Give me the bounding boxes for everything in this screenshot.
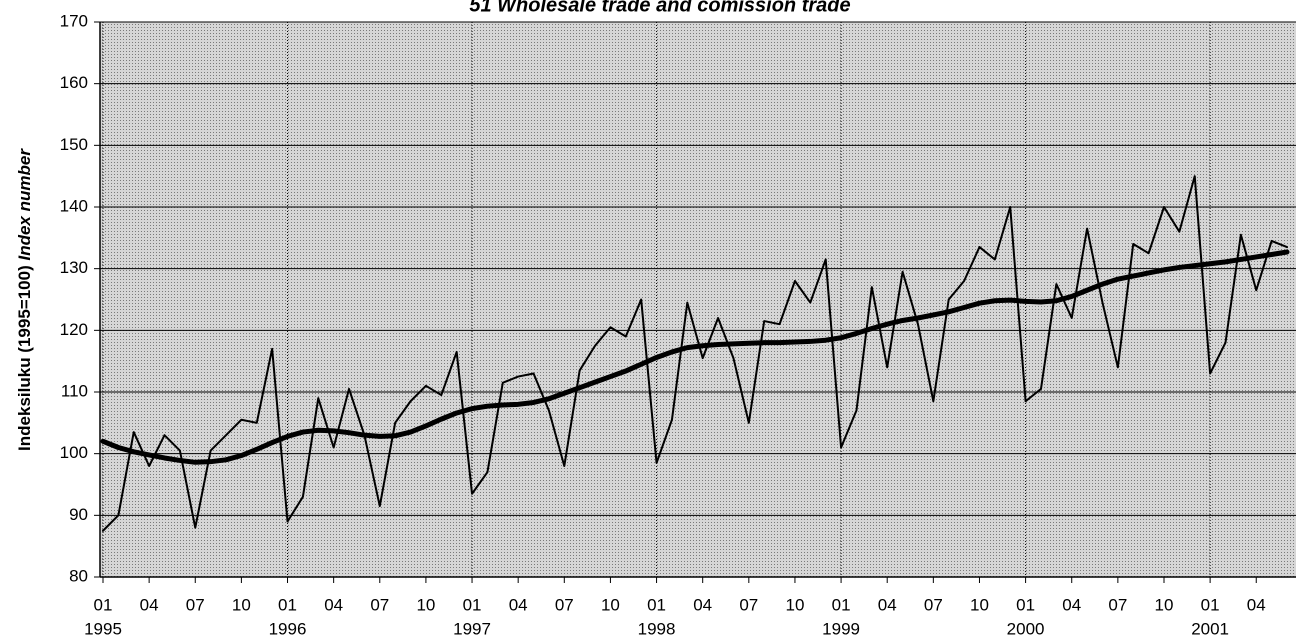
year-label: 2000 [1007, 619, 1045, 638]
y-tick-label: 90 [69, 505, 88, 524]
y-label-en: Index number [15, 148, 34, 261]
x-tick-label: 04 [324, 595, 343, 614]
plot-background [100, 22, 1296, 577]
year-label: 1996 [269, 619, 307, 638]
x-tick-label: 10 [416, 595, 435, 614]
y-tick-label: 130 [60, 258, 88, 277]
x-tick-label: 01 [463, 595, 482, 614]
year-label: 1999 [822, 619, 860, 638]
y-label: Indeksiluku (1995=100) [15, 265, 34, 451]
x-tick-label: 10 [970, 595, 989, 614]
y-tick-label: 150 [60, 135, 88, 154]
year-label: 1995 [84, 619, 122, 638]
chart-title: 51 Wholesale trade and comission trade [469, 0, 850, 16]
x-tick-label: 07 [739, 595, 758, 614]
year-label: 2001 [1191, 619, 1229, 638]
x-tick-label: 01 [832, 595, 851, 614]
x-tick-label: 04 [1247, 595, 1266, 614]
year-label: 1998 [638, 619, 676, 638]
x-tick-label: 07 [186, 595, 205, 614]
y-axis-label: Indeksiluku (1995=100) Index number [15, 148, 34, 451]
x-tick-label: 07 [370, 595, 389, 614]
x-tick-label: 07 [555, 595, 574, 614]
y-tick-label: 170 [60, 11, 88, 30]
x-tick-label: 04 [140, 595, 159, 614]
data-line [100, 249, 1290, 465]
x-tick-label: 01 [94, 595, 113, 614]
x-tick-label: 10 [1155, 595, 1174, 614]
x-tick-label: 01 [1201, 595, 1220, 614]
x-tick-label: 10 [785, 595, 804, 614]
y-tick-label: 120 [60, 320, 88, 339]
data-line [102, 175, 1288, 532]
x-tick-label: 01 [647, 595, 666, 614]
year-label: 1997 [453, 619, 491, 638]
y-tick-label: 100 [60, 443, 88, 462]
x-tick-label: 10 [232, 595, 251, 614]
x-tick-label: 01 [278, 595, 297, 614]
x-tick-label: 10 [601, 595, 620, 614]
x-tick-label: 04 [509, 595, 528, 614]
x-tick-label: 04 [1062, 595, 1081, 614]
x-tick-label: 04 [693, 595, 712, 614]
y-tick-label: 110 [61, 381, 88, 400]
x-tick-label: 04 [878, 595, 897, 614]
y-tick-label: 140 [60, 196, 88, 215]
y-tick-label: 80 [69, 566, 88, 585]
x-tick-label: 07 [1108, 595, 1127, 614]
x-tick-label: 01 [1016, 595, 1035, 614]
y-tick-label: 160 [60, 73, 88, 92]
x-tick-label: 07 [924, 595, 943, 614]
